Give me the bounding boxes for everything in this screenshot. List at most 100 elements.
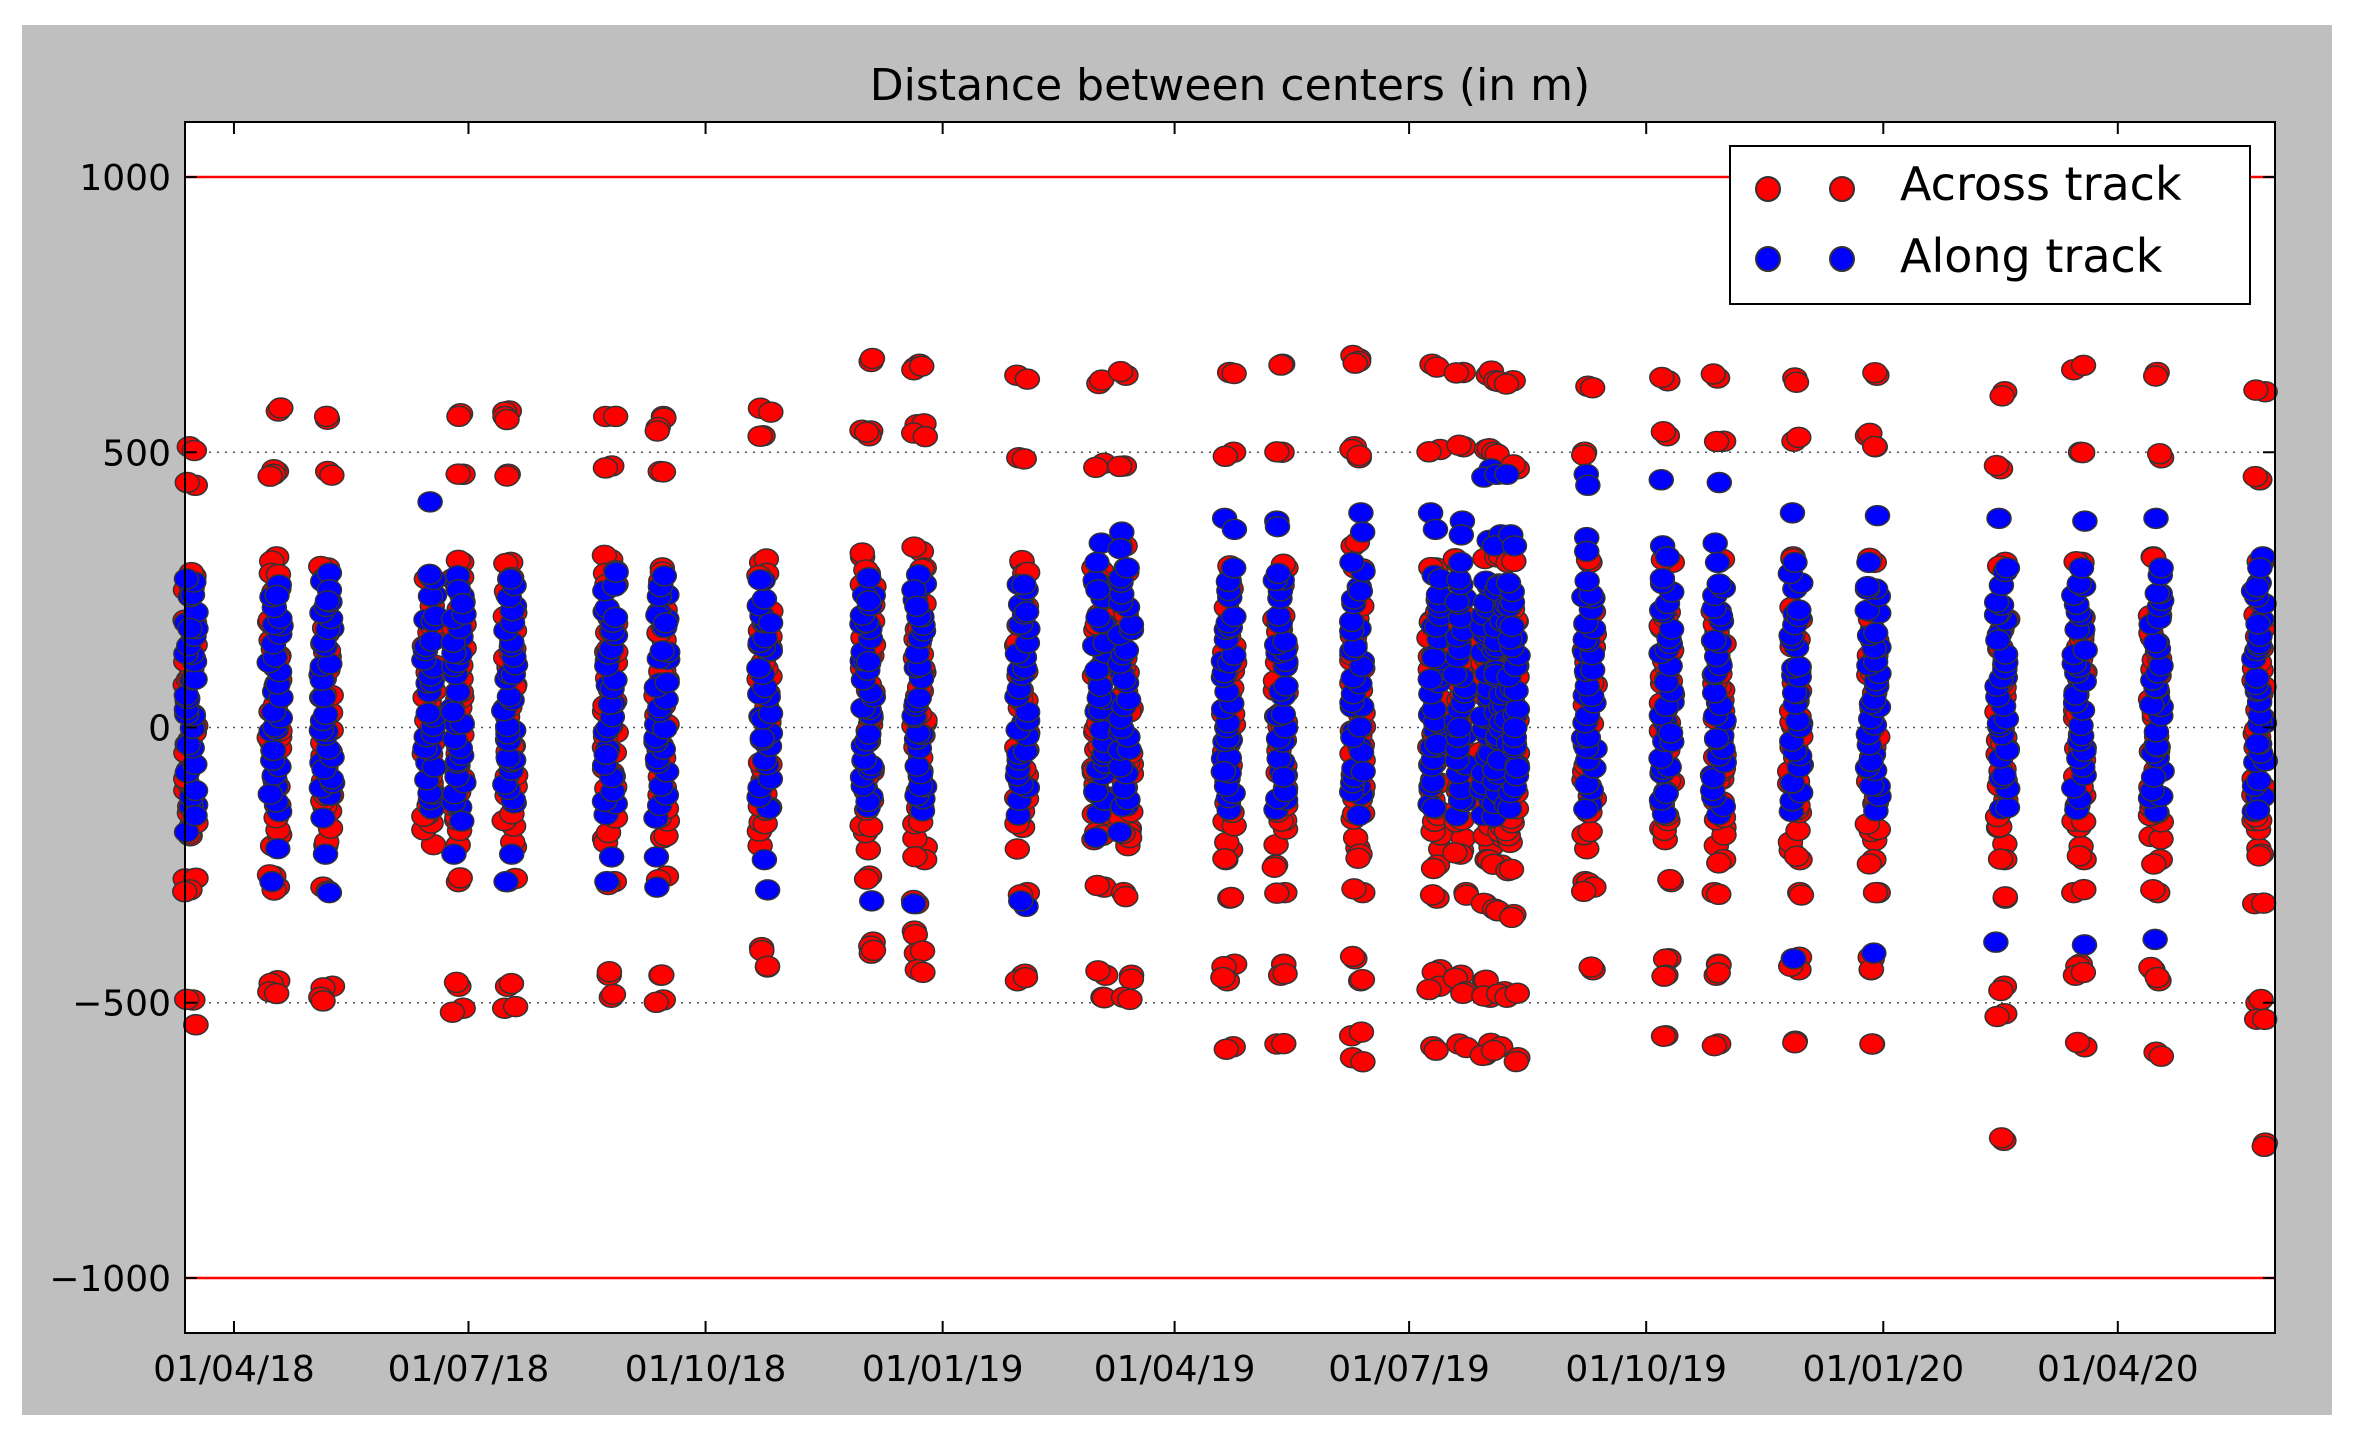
along-point-0-3 [182,779,209,802]
along-point-18-31 [1448,524,1475,546]
across-point-25-31 [1783,371,1810,393]
across-point-15-47 [1271,1032,1297,1055]
across-point-22-41 [1578,956,1604,978]
along-point-30-24 [2245,613,2271,635]
along-point-12-25 [1085,606,1111,629]
across-point-10-37 [912,425,939,448]
along-point-13-32 [1114,557,1140,579]
along-point-7-21 [649,640,676,662]
across-point-7-33 [644,420,671,442]
along-point-29-22 [2142,632,2169,654]
along-point-24-31 [1702,532,1728,554]
across-point-23-37 [1657,868,1683,891]
across-point-27-41 [1988,979,2014,1002]
along-point-29-5 [2140,766,2167,788]
along-point-0-31 [177,617,203,640]
along-point-14-25 [1221,605,1247,628]
across-point-14-45 [1210,966,1236,989]
legend-marker-along-2 [1829,246,1855,272]
across-point-26-35 [1861,435,1888,458]
across-point-23-33 [1650,421,1677,443]
along-point-16-32 [1339,551,1365,574]
along-point-4-33 [448,810,475,832]
along-point-10-15 [906,687,932,709]
along-point-21-32 [1501,535,1528,557]
across-point-14-39 [1212,847,1238,870]
along-point-2-33 [312,843,339,865]
along-point-22-31 [1575,474,1601,497]
across-point-16-51 [1348,1021,1375,1043]
along-point-11-32 [1007,890,1034,912]
x-tick-label-6: 01/10/19 [1565,1349,1727,1390]
along-point-22-33 [1573,540,1600,563]
across-point-6-43 [596,961,623,983]
x-tick-label-8: 01/04/20 [2037,1349,2199,1390]
across-point-11-33 [1011,448,1037,470]
across-point-27-31 [1989,385,2015,407]
along-point-8-30 [757,612,784,634]
along-point-8-18 [746,657,772,679]
along-point-25-26 [1786,599,1812,621]
y-tick-label-2: 0 [148,709,171,750]
along-point-6-8 [593,743,619,766]
y-tick-label-3: −500 [72,984,171,1025]
across-point-30-33 [2242,465,2269,488]
along-point-21-33 [1502,716,1528,739]
across-point-27-37 [1987,848,2014,870]
along-point-16-0 [1346,804,1372,827]
across-point-28-45 [2064,1031,2091,1054]
along-point-30-32 [2244,799,2271,821]
across-point-21-31 [1493,373,1520,395]
along-point-2-19 [317,653,343,675]
along-point-16-28 [1347,580,1374,602]
across-point-16-49 [1349,968,1376,991]
across-point-29-45 [2148,1045,2175,1067]
across-point-17-45 [1423,1039,1449,1061]
along-point-9-31 [856,650,882,673]
along-point-4-32 [441,843,467,865]
across-point-16-53 [1350,1051,1376,1073]
across-point-10-51 [910,961,936,984]
along-point-4-13 [440,701,466,723]
across-point-25-39 [1788,884,1815,906]
across-point-1-49 [263,982,290,1005]
along-point-26-32 [1861,942,1887,964]
across-point-16-37 [1346,444,1372,467]
across-point-25-33 [1786,426,1812,449]
across-point-4-41 [443,971,470,994]
across-point-22-33 [1570,444,1597,466]
across-point-27-45 [1988,1127,2015,1149]
along-point-15-13 [1270,703,1296,726]
along-point-16-31 [1349,521,1376,543]
across-point-7-35 [650,461,677,483]
along-point-13-24 [1118,613,1145,636]
across-point-25-2 [1785,819,1811,842]
across-point-5-45 [498,972,525,995]
along-point-23-32 [1654,546,1681,568]
across-point-4-33 [445,463,471,485]
across-point-6-45 [600,983,627,1006]
across-point-16-47 [1339,945,1366,968]
across-point-9-47 [860,939,887,962]
along-point-25-30 [1779,502,1806,524]
y-axis: 1000 500 0 −500 −1000 [49,158,2275,1300]
along-track-points [173,458,2279,970]
across-point-26-31 [1862,361,1888,384]
across-point-22-31 [1579,376,1606,399]
across-point-9-43 [853,868,880,890]
along-point-17-20 [1421,647,1447,669]
y-tick-label-1: 500 [102,433,171,474]
across-point-21-43 [1503,1050,1530,1073]
across-point-27-39 [1992,886,2019,908]
across-point-9-35 [853,421,880,443]
along-point-6-31 [598,846,625,868]
along-point-1-30 [264,584,290,607]
across-point-18-43 [1450,982,1476,1005]
across-point-10-39 [901,536,927,558]
across-point-30-41 [2248,988,2274,1011]
x-tick-label-0: 01/04/18 [153,1349,315,1390]
along-point-21-24 [1499,615,1525,638]
along-point-26-31 [1856,551,1882,574]
across-point-17-39 [1419,884,1446,906]
along-point-30-29 [2244,576,2270,598]
